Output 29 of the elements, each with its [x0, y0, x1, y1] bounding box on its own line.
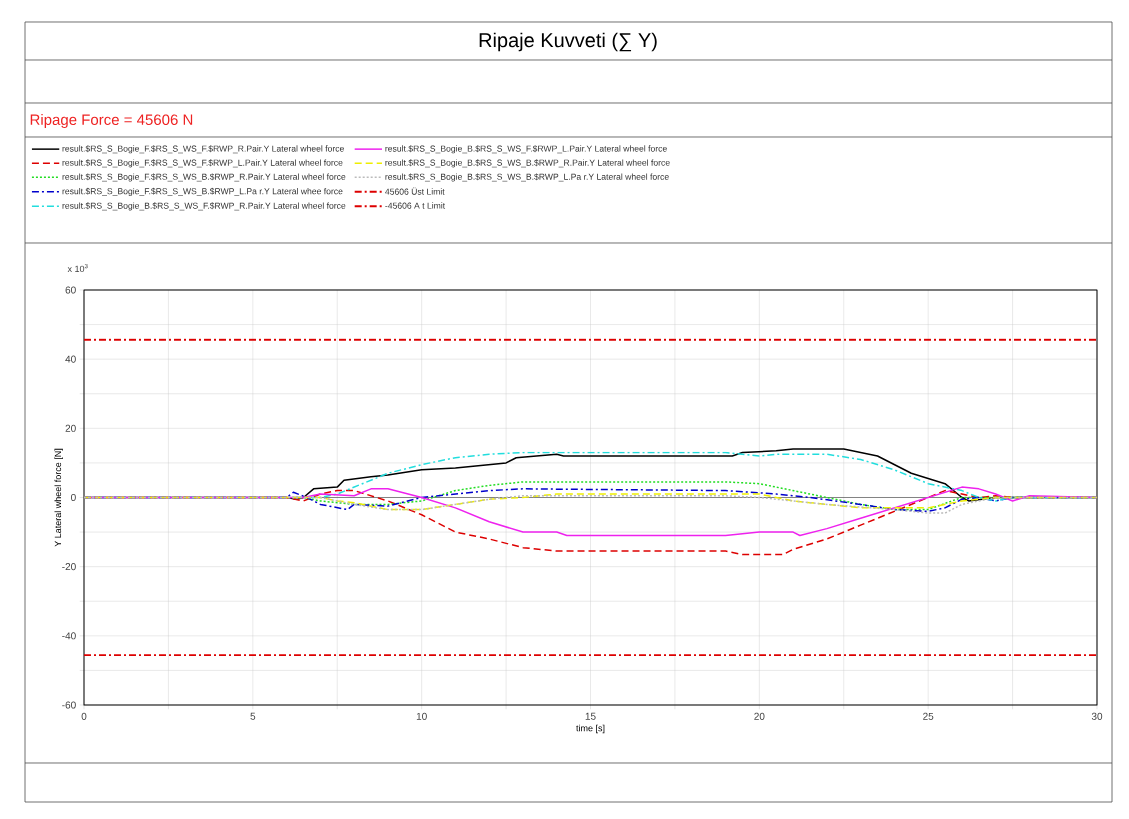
legend-label: result.$RS_S_Bogie_B.$RS_S_WS_F.$RWP_L.Pair.Y Lateral wheel force — [385, 145, 667, 154]
legend-label: result.$RS_S_Bogie_F.$RS_S_WS_B.$RWP_L.Pa r.Y Lateral whee force — [62, 187, 343, 196]
legend-label: 45606 Üst Limit — [385, 187, 445, 195]
x-tick-label: 5 — [250, 712, 256, 720]
x-tick-label: 20 — [754, 712, 765, 720]
legend-label: result.$RS_S_Bogie_F.$RS_S_WS_F.$RWP_R.Pair.Y Lateral wheel force — [62, 145, 344, 154]
text: x 10$^{3}$ — [67, 263, 88, 273]
y-tick-label: 20 — [65, 424, 76, 432]
y-tick-label: -40 — [62, 632, 76, 640]
x-tick-label: 30 — [1091, 712, 1103, 720]
y-tick-label: 0 — [71, 493, 76, 502]
y-axis-title: Y Lateral wheel force [N] — [54, 448, 63, 547]
y-tick-label: -60 — [62, 701, 76, 709]
chart-subtitle: Ripage Force = 45606 N — [30, 114, 193, 128]
legend-label: result.$RS_S_Bogie_F.$RS_S_WS_F.$RWP_L.Pair.Y Lateral wheel force — [62, 159, 343, 168]
legend-label: result.$RS_S_Bogie_B.$RS_S_WS_B.$RWP_R.Pair.Y Lateral wheel force — [385, 159, 670, 168]
chart-title: Ripaje Kuvveti (∑ Y) — [479, 32, 657, 52]
x-tick-label: 25 — [923, 712, 934, 720]
y-tick-label: 60 — [65, 286, 76, 294]
y-tick-label: 40 — [65, 355, 76, 363]
y-tick-label: -20 — [62, 563, 76, 571]
x-tick-label: 10 — [416, 712, 427, 720]
legend-label: result.$RS_S_Bogie_B.$RS_S_WS_F.$RWP_R.Pair.Y Lateral wheel force — [62, 202, 346, 211]
x-tick-label: 0 — [81, 712, 87, 720]
legend-label: result.$RS_S_Bogie_F.$RS_S_WS_B.$RWP_R.Pair.Y Lateral wheel force — [62, 173, 346, 182]
legend-label: -45606 A t Limit — [385, 202, 446, 209]
legend-label: result.$RS_S_Bogie_B.$RS_S_WS_B.$RWP_L.Pa r.Y Lateral wheel force — [385, 173, 669, 182]
x-tick-label: 15 — [585, 712, 596, 720]
x-axis-title: time [s] — [576, 724, 605, 734]
